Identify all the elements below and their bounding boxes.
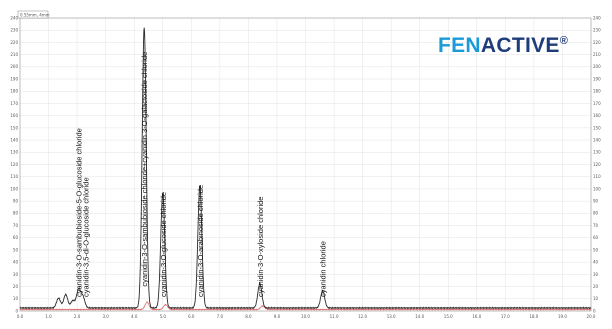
y-tick-label: 30 [13, 272, 19, 277]
y-tick-label: 0 [15, 308, 18, 313]
y-tick-label-right: 10 [593, 296, 599, 301]
y-tick-label-right: 0 [593, 308, 596, 313]
corner-label-box [17, 10, 49, 19]
x-tick-label: 2.0 [74, 314, 81, 319]
x-tick-label: 7.0 [217, 314, 224, 319]
y-tick-label: 150 [10, 125, 18, 130]
y-tick-label-right: 70 [593, 223, 599, 228]
y-tick-label-right: 150 [593, 125, 601, 130]
y-tick-label: 40 [13, 260, 19, 265]
x-tick-label: 20.0 [587, 314, 596, 319]
y-axis-left-ticks: 0 10 20 30 40 50 60 70 80 90 100 110 120 130 140 150 160… [10, 15, 18, 313]
y-tick-label: 220 [10, 40, 18, 45]
y-tick-label: 110 [10, 174, 18, 179]
x-tick-label: 4.0 [131, 314, 138, 319]
y-tick-label-right: 160 [593, 113, 601, 118]
x-tick-label: 3.0 [102, 314, 109, 319]
x-tick-label: 15.0 [444, 314, 453, 319]
y-tick-label: 50 [13, 247, 19, 252]
y-tick-label-right: 170 [593, 101, 601, 106]
plot-frame [19, 17, 592, 312]
main-trace-line [19, 27, 592, 310]
x-tick-label: 13.0 [387, 314, 396, 319]
corner-label: 0.55mm, 4mm [20, 13, 50, 18]
x-tick-label: 14.0 [415, 314, 424, 319]
x-axis-ticks: 0.0 1.0 2.0 3.0 4.0 5.0 6.0 7.0 8.0 9.0 10.0 11.0 12… [17, 314, 596, 319]
y-tick-label: 100 [10, 186, 18, 191]
x-tick-label: 12.0 [358, 314, 367, 319]
y-tick-label: 80 [13, 211, 19, 216]
y-tick-label-right: 90 [593, 199, 599, 204]
y-tick-label-right: 220 [593, 40, 601, 45]
peak-label: cyanidin-3-O-glucoside chloride [159, 192, 168, 297]
y-tick-label-right: 80 [593, 211, 599, 216]
y-tick-label-right: 240 [593, 15, 601, 20]
y-tick-label: 240 [10, 15, 18, 20]
y-tick-label: 160 [10, 113, 18, 118]
y-tick-label-right: 50 [593, 247, 599, 252]
y-tick-label-right: 180 [593, 89, 601, 94]
peak-label: cyanidin-3-O-sambubioside chloride+cyani… [140, 52, 149, 287]
y-tick-label: 140 [10, 137, 18, 142]
y-tick-label: 210 [10, 52, 18, 57]
x-tick-label: 11.0 [330, 314, 339, 319]
y-tick-label-right: 30 [593, 272, 599, 277]
y-tick-label-right: 140 [593, 137, 601, 142]
logo-registered-mark: ® [559, 35, 569, 47]
y-tick-label-right: 110 [593, 174, 601, 179]
y-tick-label-right: 200 [593, 64, 601, 69]
x-tick-label: 10.0 [301, 314, 310, 319]
y-tick-label: 20 [13, 284, 19, 289]
peak-label: cyanidin-3-O-sambubioside-5-O-glucoside … [75, 128, 84, 297]
x-tick-label: 8.0 [245, 314, 252, 319]
y-tick-label: 70 [13, 223, 19, 228]
peak-label: cyanidin-3,5-di-O-glucoside chloride [82, 177, 91, 297]
y-axis-right-ticks: 0 10 20 30 40 50 60 70 80 90 100 110 120 130 140 150 160… [593, 15, 601, 313]
y-tick-label-right: 210 [593, 52, 601, 57]
x-tick-label: 6.0 [188, 314, 195, 319]
y-tick-label: 90 [13, 199, 19, 204]
y-tick-label: 10 [13, 296, 19, 301]
y-tick-label: 180 [10, 89, 18, 94]
logo-text-active: ACTIVE [480, 34, 560, 57]
x-tick-label: 9.0 [274, 314, 281, 319]
y-tick-label-right: 40 [593, 260, 599, 265]
x-tick-label: 18.0 [529, 314, 538, 319]
x-tick-label: 17.0 [501, 314, 510, 319]
logo-text-fen: FEN [438, 34, 481, 57]
y-tick-label: 170 [10, 101, 18, 106]
peak-label: cyanidin chloride [319, 241, 328, 297]
grid-lines [19, 17, 592, 312]
y-tick-label: 120 [10, 162, 18, 167]
peak-label: cyanidin-3-O-arabinoside chloride [196, 185, 205, 297]
y-tick-label-right: 60 [593, 235, 599, 240]
x-tick-label: 1.0 [45, 314, 52, 319]
y-tick-label: 230 [10, 28, 18, 33]
y-tick-label: 60 [13, 235, 19, 240]
x-tick-label: 16.0 [472, 314, 481, 319]
y-tick-label: 130 [10, 150, 18, 155]
y-tick-label: 200 [10, 64, 18, 69]
y-tick-label-right: 100 [593, 186, 601, 191]
y-tick-label: 190 [10, 76, 18, 81]
fenactive-logo: FENACTIVE® [438, 34, 568, 58]
x-tick-label: 0.0 [17, 314, 24, 319]
peak-label: cyanidin-3-O-xyloside chloride [256, 197, 265, 297]
y-tick-label-right: 20 [593, 284, 599, 289]
y-tick-label-right: 120 [593, 162, 601, 167]
secondary-trace-line [19, 301, 592, 311]
peak-annotations: cyanidin-3-O-sambubioside-5-O-glucoside … [75, 52, 328, 297]
y-tick-label-right: 230 [593, 28, 601, 33]
y-tick-label-right: 130 [593, 150, 601, 155]
x-tick-label: 19.0 [558, 314, 567, 319]
x-tick-label: 5.0 [160, 314, 167, 319]
y-tick-label-right: 190 [593, 76, 601, 81]
